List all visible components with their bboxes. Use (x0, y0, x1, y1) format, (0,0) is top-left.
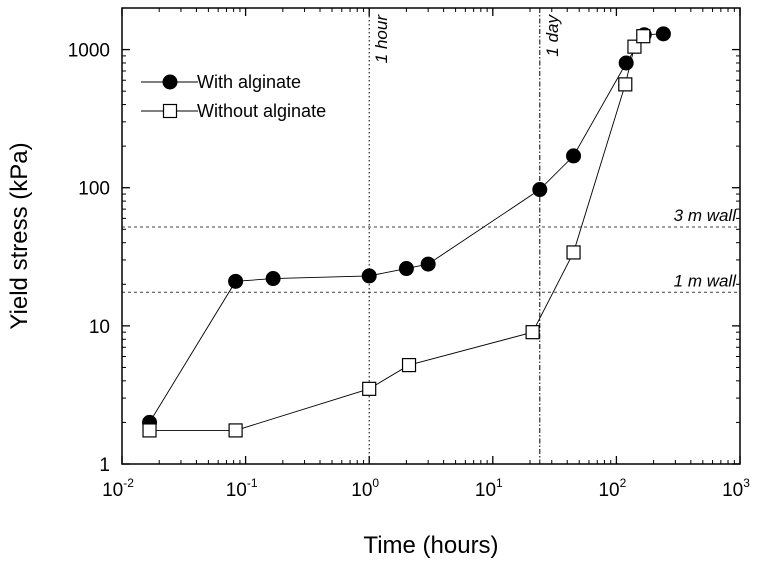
horizontal-line-label-2: 1 m wall (674, 271, 738, 290)
series-layer (142, 26, 671, 438)
data-point (618, 77, 633, 92)
x-axis-title: Time (hours) (363, 532, 498, 559)
data-point (228, 273, 244, 289)
x-tick-label: 100 (351, 476, 379, 501)
x-tick-label: 10-2 (102, 476, 134, 501)
reference-lines: 1 hour 1 day 3 m wall 1 m wall (122, 8, 740, 464)
series-line-2 (149, 35, 644, 431)
vertical-line-label-1: 1 hour (372, 14, 391, 64)
axis-ticks: 10-2 10-1 100 101 102 103 1 10 100 1000 (68, 7, 750, 501)
data-point (362, 381, 377, 396)
data-point (566, 148, 582, 164)
data-point (627, 39, 642, 54)
horizontal-line-label-1: 3 m wall (674, 206, 738, 225)
legend-marker-1 (162, 74, 178, 90)
x-tick-label: 101 (475, 476, 503, 501)
data-point (398, 261, 414, 277)
x-tick-label: 103 (722, 476, 750, 501)
series-2 (142, 29, 651, 438)
data-point (618, 55, 634, 71)
data-point (361, 268, 377, 284)
x-tick-label: 102 (598, 476, 626, 501)
y-tick-label: 100 (78, 179, 110, 200)
data-point (142, 423, 157, 438)
data-point (265, 271, 281, 287)
data-point (401, 357, 417, 373)
x-tick-label: 10-1 (226, 476, 258, 501)
legend-label-2: Without alginate (197, 101, 326, 121)
y-tick-label: 1 (99, 455, 110, 476)
legend-marker-2 (162, 103, 178, 119)
data-point (420, 256, 436, 272)
data-point (532, 182, 548, 198)
y-tick-label: 10 (89, 317, 110, 338)
data-point (228, 423, 243, 438)
plot-frame (121, 7, 741, 465)
data-point (655, 26, 671, 42)
y-axis-title: Yield stress (kPa) (6, 142, 33, 329)
legend: With alginate Without alginate (141, 72, 326, 121)
data-point (566, 245, 581, 260)
vertical-line-label-2: 1 day (543, 14, 562, 57)
legend-label-1: With alginate (197, 72, 301, 92)
data-point (525, 325, 540, 340)
y-tick-label: 1000 (68, 41, 110, 62)
data-point (636, 29, 651, 44)
